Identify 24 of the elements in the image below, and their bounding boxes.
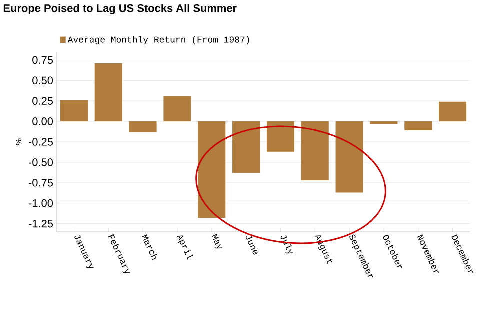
chart-title: Europe Poised to Lag US Stocks All Summer	[4, 4, 237, 14]
bar	[129, 122, 157, 132]
y-tick-label: -0.50	[28, 158, 54, 166]
y-tick-label: 0.00	[32, 118, 54, 126]
y-tick-label: 0.75	[32, 56, 54, 64]
x-tick-label: June	[246, 236, 258, 255]
bar	[439, 102, 467, 122]
y-tick-label: -0.25	[28, 138, 54, 146]
bar	[336, 122, 364, 193]
bar	[301, 122, 329, 180]
bar	[232, 122, 260, 174]
bar	[404, 122, 432, 131]
bar	[164, 96, 192, 122]
bar	[94, 63, 122, 122]
y-tick-label: 0.25	[32, 97, 54, 105]
bar	[60, 100, 88, 122]
y-tick-label: 0.50	[32, 76, 54, 85]
x-tick-label: May	[212, 234, 223, 249]
y-tick-label: -1.25	[28, 220, 54, 228]
bar	[198, 122, 226, 218]
bar	[266, 122, 294, 152]
legend-label: Average Monthly Return (From 1987)	[68, 36, 250, 45]
y-tick-label: -1.00	[28, 199, 54, 208]
y-tick-label: -0.75	[28, 179, 54, 187]
